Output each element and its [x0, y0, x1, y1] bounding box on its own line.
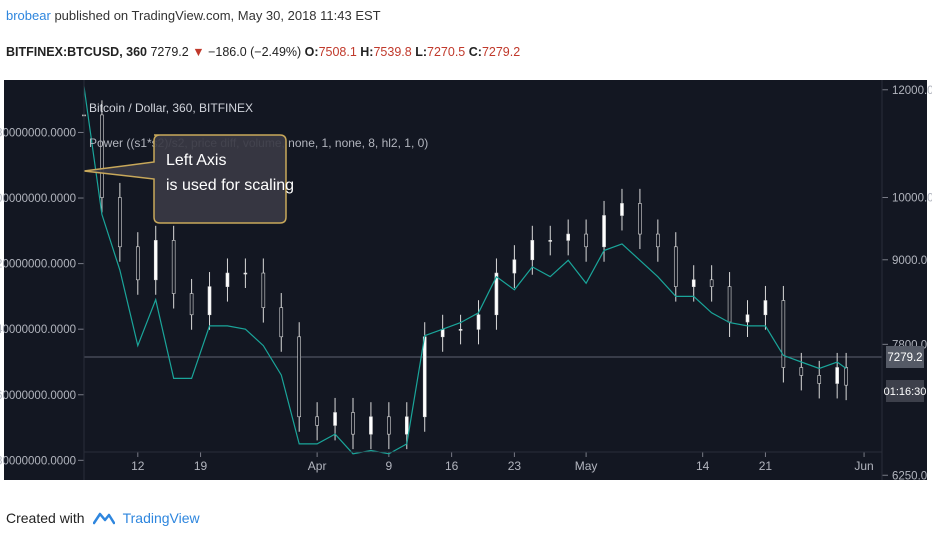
right-axis-tick-label: 12000.0	[892, 85, 932, 97]
price-candle-body	[620, 203, 624, 216]
price-candle-body	[422, 336, 427, 418]
countdown-badge-text: 01:16:30	[884, 386, 927, 398]
price-candle-body	[494, 272, 499, 316]
close-value: 7279.2	[481, 45, 521, 59]
high-value: 7539.8	[373, 45, 412, 59]
price-candle-body	[584, 233, 588, 248]
countdown-badge: 01:16:30	[884, 380, 927, 402]
time-axis-tick-label: May	[575, 459, 598, 473]
price-candle-body	[458, 329, 463, 331]
price-candle-body	[602, 215, 606, 248]
price-candle-body	[530, 240, 535, 261]
price-candle-body	[638, 203, 642, 235]
left-axis-tick-label: -360000000.0000	[0, 390, 76, 402]
published-text: published on TradingView.com, May 30, 20…	[54, 8, 381, 23]
left-axis-tick-label: -380000000.0000	[0, 455, 76, 467]
price-candle-body	[709, 279, 714, 287]
left-axis-tick-label: -300000000.0000	[0, 193, 76, 205]
annotation-line-2: is used for scaling	[166, 177, 294, 194]
last-price-badge: 7279.2	[886, 346, 924, 368]
left-axis-tick-label: -280000000.0000	[0, 127, 76, 139]
indicator-line	[83, 86, 847, 455]
time-axis-tick-label: Apr	[308, 459, 327, 473]
right-axis-tick-label: 6250.0	[892, 470, 927, 482]
price-candle-body	[153, 240, 158, 281]
price-candle-body	[351, 412, 355, 435]
price-candle-body	[333, 412, 337, 426]
price-change: −186.0 (−2.49%)	[208, 45, 302, 59]
price-candle-body	[369, 416, 373, 435]
low-label: L:	[415, 45, 428, 59]
price-candle-body	[656, 233, 660, 248]
open-value: 7508.1	[318, 45, 357, 59]
time-axis: 12 19 Apr 9 16 23 May 14 21 Jun	[131, 452, 874, 473]
price-candle-body	[781, 300, 786, 368]
price-candle-body	[566, 233, 570, 241]
price-candle-body	[207, 286, 212, 316]
time-axis-tick-label: 16	[445, 459, 459, 473]
price-candle-body	[100, 114, 104, 198]
time-axis-tick-label: 19	[194, 459, 208, 473]
price-candle-body	[135, 246, 140, 281]
price-candle-body	[548, 240, 553, 242]
close-label: C:	[468, 45, 482, 59]
annotation-line-1: Left Axis	[166, 152, 226, 169]
price-candle-body	[476, 314, 481, 330]
symbol: BITFINEX:BTCUSD, 360	[6, 45, 147, 59]
price-candle-body	[817, 375, 822, 384]
price-candle-body	[799, 367, 804, 376]
low-value: 7270.5	[427, 45, 466, 59]
time-axis-tick-label: 23	[508, 459, 522, 473]
tradingview-logo-icon[interactable]	[92, 510, 115, 526]
last-price-badge-text: 7279.2	[887, 352, 922, 364]
right-axis-tick-label: 9000.0	[892, 255, 927, 267]
price-candle-body	[763, 300, 768, 316]
price-candle-body	[727, 286, 732, 323]
price-candle-body	[387, 416, 391, 435]
price-candle-body	[279, 307, 284, 338]
left-axis: -280000000.0000 -300000000.0000 -320000000…	[0, 127, 84, 467]
open-label: O:	[304, 45, 319, 59]
price-candle-body	[440, 329, 445, 338]
price-candle-body	[189, 293, 194, 316]
price-candle-body	[315, 416, 319, 426]
down-arrow-icon: ▼	[192, 45, 205, 59]
price-candle-body	[844, 367, 848, 386]
ticker-bar: BITFINEX:BTCUSD, 360 7279.2 ▼ −186.0 (−2…	[6, 45, 520, 59]
left-axis-tick-label: -340000000.0000	[0, 324, 76, 336]
price-candle-body	[118, 197, 122, 248]
price-candle-body	[225, 272, 230, 287]
time-axis-tick-label: Jun	[854, 459, 873, 473]
last-price: 7279.2	[150, 45, 189, 59]
publish-header: brobear published on TradingView.com, Ma…	[6, 8, 381, 23]
left-axis-tick-label: -320000000.0000	[0, 259, 76, 271]
right-axis-tick-label: 10000.0	[892, 193, 932, 205]
footer: Created with TradingView	[6, 510, 200, 526]
tradingview-brand[interactable]: TradingView	[122, 510, 200, 526]
price-candle-body	[512, 259, 517, 274]
price-candle-body	[691, 279, 696, 287]
price-candle-body	[673, 246, 678, 287]
price-candle-body	[171, 240, 176, 294]
price-candle-body	[261, 272, 266, 308]
time-axis-tick-label: 12	[131, 459, 145, 473]
time-axis-tick-label: 14	[696, 459, 710, 473]
chart-title: Bitcoin / Dollar, 360, BITFINEX	[89, 101, 253, 115]
author-link[interactable]: brobear	[6, 8, 51, 23]
high-label: H:	[360, 45, 374, 59]
created-with-text: Created with	[6, 510, 85, 526]
price-candle-body	[243, 272, 248, 275]
price-candle-body	[404, 416, 409, 435]
annotation-callout[interactable]: Left Axis is used for scaling	[83, 134, 294, 224]
time-axis-tick-label: 9	[386, 459, 393, 473]
price-candle-body	[745, 314, 750, 323]
price-candle-body	[297, 336, 301, 418]
price-chart[interactable]: -280000000.0000 -300000000.0000 -320000000…	[0, 72, 932, 484]
price-candles	[82, 100, 848, 450]
price-candle-body	[835, 367, 839, 384]
time-axis-tick-label: 21	[759, 459, 773, 473]
